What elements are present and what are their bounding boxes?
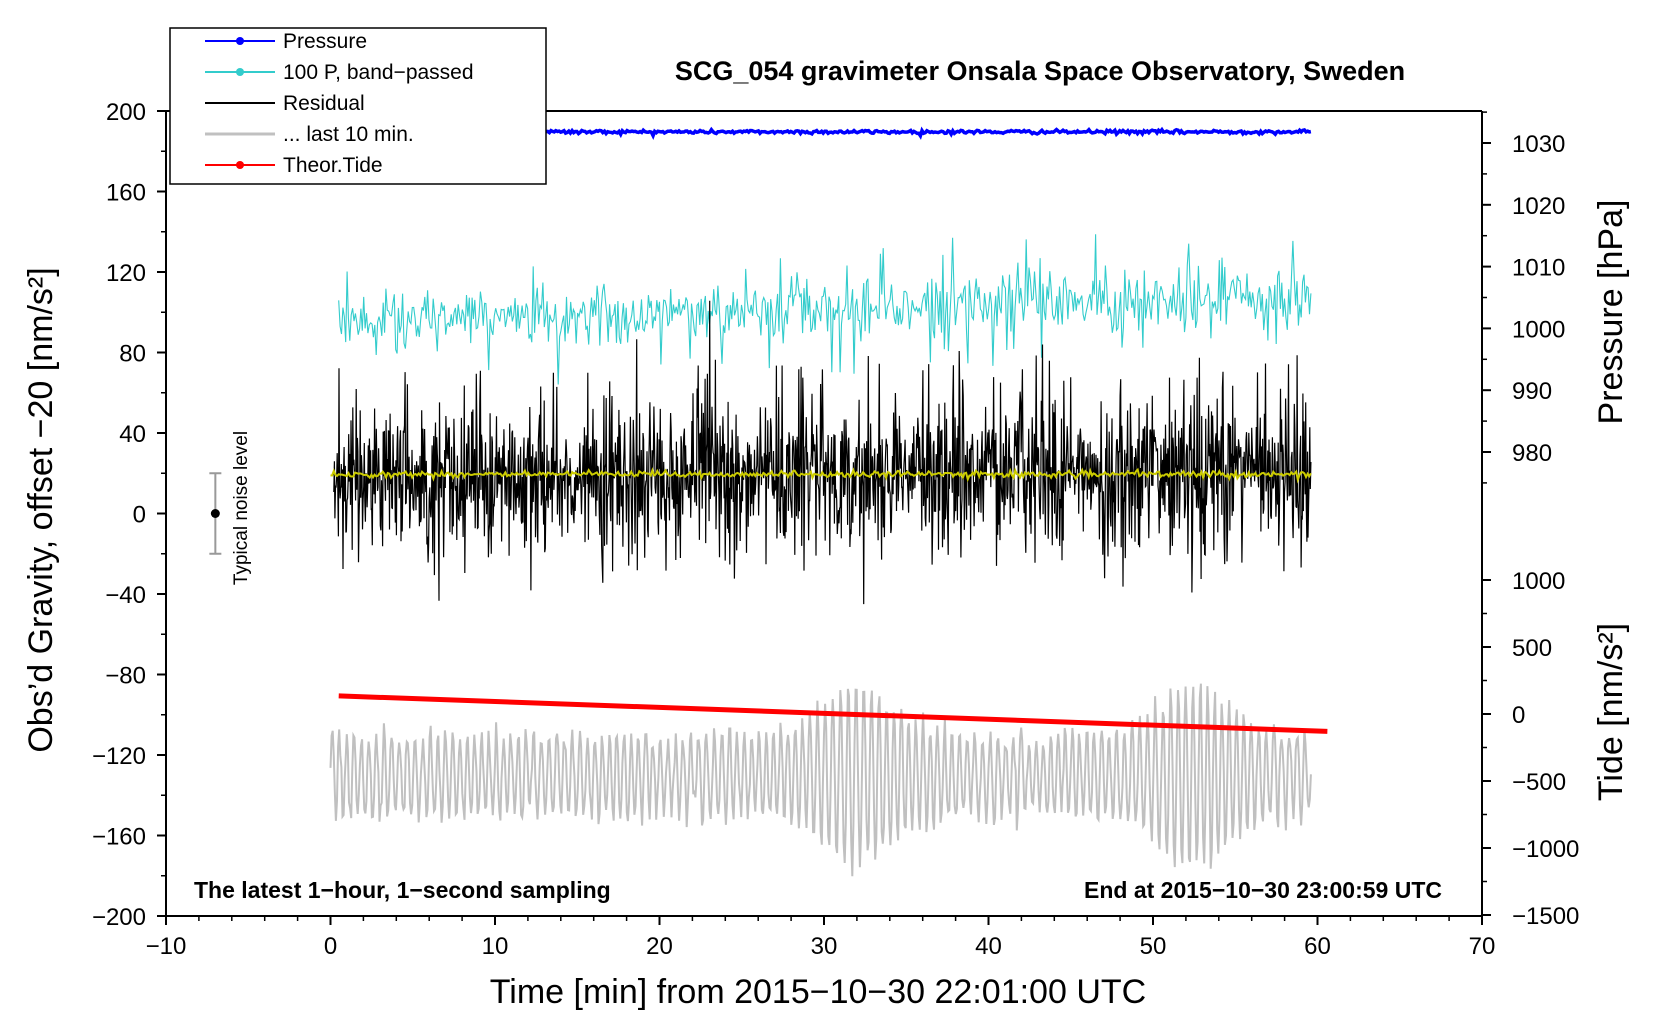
x-tick-label: 50 bbox=[1140, 933, 1167, 960]
y-tick-label: −200 bbox=[92, 904, 146, 931]
x-tick-label: 70 bbox=[1469, 933, 1496, 960]
tide-tick-label: 0 bbox=[1512, 702, 1525, 729]
series-100-p-band-passed bbox=[338, 234, 1312, 385]
noise-bar-point bbox=[210, 509, 220, 518]
pressure-tick-label: 980 bbox=[1512, 440, 1552, 467]
pressure-tick-label: 1000 bbox=[1512, 316, 1565, 343]
plot-area bbox=[329, 126, 1328, 877]
x-tick-label: 30 bbox=[811, 933, 838, 960]
y-tick-label: −80 bbox=[105, 663, 146, 690]
series-residual bbox=[333, 300, 1312, 605]
sampling-annotation: The latest 1−hour, 1−second sampling bbox=[194, 877, 611, 903]
y-tick-label: 160 bbox=[106, 180, 146, 207]
pressure-tick-label: 1010 bbox=[1512, 255, 1565, 282]
legend-label: Residual bbox=[283, 92, 365, 115]
series-yellow-smooth bbox=[330, 466, 1312, 484]
legend-marker bbox=[236, 68, 244, 76]
chart-title: SCG_054 gravimeter Onsala Space Observat… bbox=[675, 56, 1405, 86]
legend-marker bbox=[236, 161, 244, 169]
x-tick-label: −10 bbox=[146, 933, 187, 960]
pressure-tick-label: 990 bbox=[1512, 378, 1552, 405]
legend-marker bbox=[236, 37, 244, 45]
tide-tick-label: 500 bbox=[1512, 635, 1552, 662]
pressure-axis-title: Pressure [hPa] bbox=[1592, 200, 1630, 425]
x-tick-label: 0 bbox=[324, 933, 337, 960]
pressure-tick-label: 1020 bbox=[1512, 193, 1565, 220]
x-tick-label: 40 bbox=[975, 933, 1002, 960]
axes: −10 0 10 20 30 40 50 60 70−200−160−120−80−400408… bbox=[92, 99, 1579, 960]
y-tick-label: 80 bbox=[119, 341, 146, 368]
series-last-10-min bbox=[329, 683, 1312, 877]
y-tick-label: 0 bbox=[133, 502, 146, 529]
y-axis-title: Obs’d Gravity, offset −20 [nm/s²] bbox=[22, 267, 60, 752]
y-tick-label: 120 bbox=[106, 260, 146, 287]
legend-box bbox=[169, 27, 547, 185]
tide-axis-title: Tide [nm/s²] bbox=[1592, 623, 1630, 801]
x-tick-label: 10 bbox=[482, 933, 509, 960]
tide-tick-label: −500 bbox=[1512, 769, 1566, 796]
y-tick-label: −40 bbox=[105, 582, 146, 609]
legend-label: Theor.Tide bbox=[283, 154, 383, 177]
y-tick-label: −120 bbox=[92, 743, 146, 770]
legend-label: 100 P, band−passed bbox=[283, 61, 474, 84]
legend-label: Pressure bbox=[283, 30, 367, 53]
end-time-annotation: End at 2015−10−30 23:00:59 UTC bbox=[1084, 877, 1442, 903]
tide-tick-label: 1000 bbox=[1512, 568, 1565, 595]
tide-tick-label: −1500 bbox=[1512, 903, 1579, 930]
legend: Pressure 100 P, band−passed Residual ... la… bbox=[169, 27, 547, 185]
pressure-tick-label: 1030 bbox=[1512, 131, 1565, 158]
y-tick-label: 200 bbox=[106, 99, 146, 126]
y-tick-label: 40 bbox=[119, 421, 146, 448]
noise-level-label: Typical noise level bbox=[231, 431, 252, 585]
x-tick-label: 20 bbox=[646, 933, 673, 960]
y-tick-label: −160 bbox=[92, 824, 146, 851]
legend-label: ... last 10 min. bbox=[283, 123, 414, 146]
x-tick-label: 60 bbox=[1304, 933, 1331, 960]
tide-tick-label: −1000 bbox=[1512, 836, 1579, 863]
x-axis-title: Time [min] from 2015−10−30 22:01:00 UTC bbox=[490, 973, 1146, 1011]
series-theor-tide bbox=[338, 693, 1328, 734]
